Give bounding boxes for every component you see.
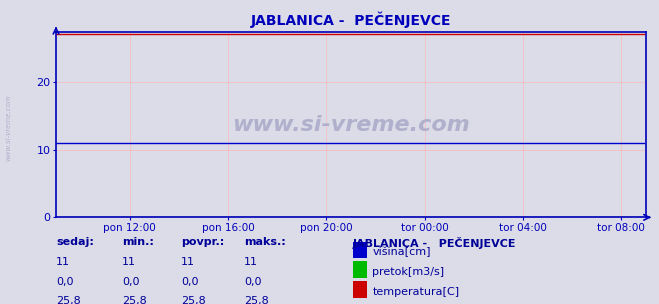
Text: 25,8: 25,8 — [181, 296, 206, 304]
Text: JABLANICA -   PEČENJEVCE: JABLANICA - PEČENJEVCE — [353, 237, 516, 249]
Text: sedaj:: sedaj: — [56, 237, 94, 247]
Text: temperatura[C]: temperatura[C] — [372, 287, 459, 297]
Text: višina[cm]: višina[cm] — [372, 247, 431, 257]
Text: www.si-vreme.com: www.si-vreme.com — [5, 94, 11, 161]
Text: pretok[m3/s]: pretok[m3/s] — [372, 267, 444, 277]
Text: 0,0: 0,0 — [122, 277, 140, 287]
Text: min.:: min.: — [122, 237, 154, 247]
Text: 0,0: 0,0 — [244, 277, 262, 287]
Text: 11: 11 — [122, 257, 136, 267]
Text: 0,0: 0,0 — [56, 277, 74, 287]
Text: 11: 11 — [181, 257, 195, 267]
Title: JABLANICA -  PEČENJEVCE: JABLANICA - PEČENJEVCE — [250, 12, 451, 28]
Text: 0,0: 0,0 — [181, 277, 199, 287]
Text: 11: 11 — [56, 257, 70, 267]
Text: 25,8: 25,8 — [244, 296, 269, 304]
Text: 25,8: 25,8 — [56, 296, 81, 304]
Text: 11: 11 — [244, 257, 258, 267]
Text: maks.:: maks.: — [244, 237, 285, 247]
Text: www.si-vreme.com: www.si-vreme.com — [232, 115, 470, 135]
Text: povpr.:: povpr.: — [181, 237, 225, 247]
Text: 25,8: 25,8 — [122, 296, 147, 304]
